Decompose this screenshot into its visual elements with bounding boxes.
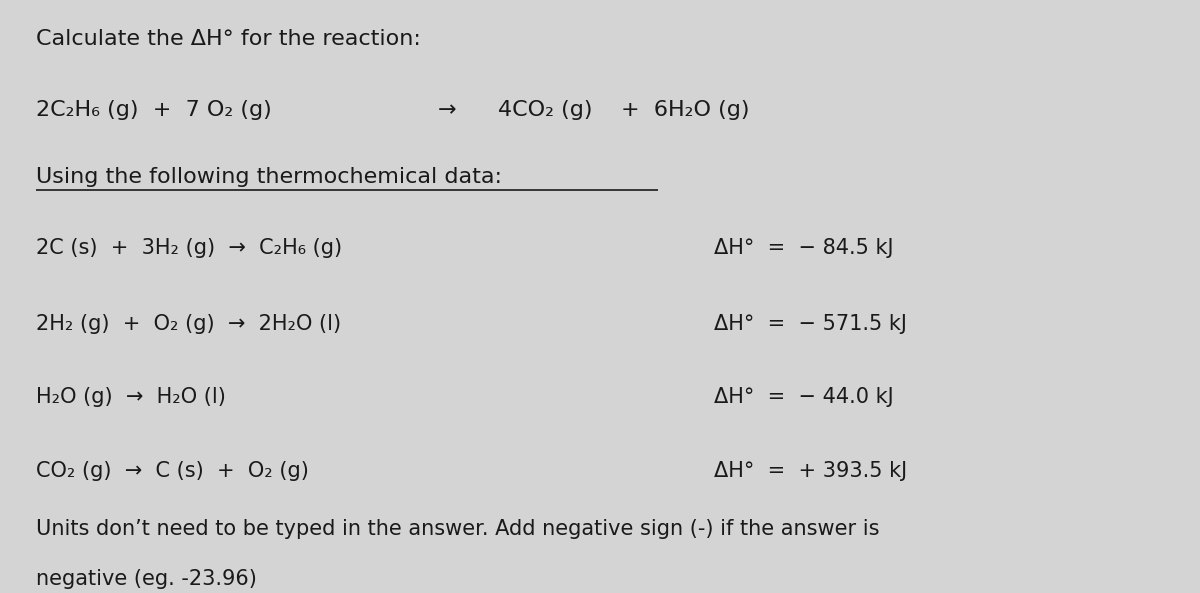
- Text: ΔH°  =  − 44.0 kJ: ΔH° = − 44.0 kJ: [714, 387, 894, 407]
- Text: negative (eg. -23.96): negative (eg. -23.96): [36, 569, 257, 589]
- Text: Units don’t need to be typed in the answer. Add negative sign (-) if the answer : Units don’t need to be typed in the answ…: [36, 519, 880, 539]
- Text: CO₂ (g)  →  C (s)  +  O₂ (g): CO₂ (g) → C (s) + O₂ (g): [36, 461, 308, 480]
- Text: Calculate the ΔH° for the reaction:: Calculate the ΔH° for the reaction:: [36, 29, 421, 49]
- Text: 2C (s)  +  3H₂ (g)  →  C₂H₆ (g): 2C (s) + 3H₂ (g) → C₂H₆ (g): [36, 238, 342, 257]
- Text: 2C₂H₆ (g)  +  7 O₂ (g): 2C₂H₆ (g) + 7 O₂ (g): [36, 100, 271, 120]
- Text: H₂O (g)  →  H₂O (l): H₂O (g) → H₂O (l): [36, 387, 226, 407]
- Text: 2H₂ (g)  +  O₂ (g)  →  2H₂O (l): 2H₂ (g) + O₂ (g) → 2H₂O (l): [36, 314, 341, 334]
- Text: ΔH°  =  − 84.5 kJ: ΔH° = − 84.5 kJ: [714, 238, 894, 257]
- Text: ΔH°  =  − 571.5 kJ: ΔH° = − 571.5 kJ: [714, 314, 907, 334]
- Text: ΔH°  =  + 393.5 kJ: ΔH° = + 393.5 kJ: [714, 461, 907, 480]
- Text: →: →: [438, 100, 457, 120]
- Text: 4CO₂ (g)    +  6H₂O (g): 4CO₂ (g) + 6H₂O (g): [498, 100, 750, 120]
- Text: Using the following thermochemical data:: Using the following thermochemical data:: [36, 167, 502, 187]
